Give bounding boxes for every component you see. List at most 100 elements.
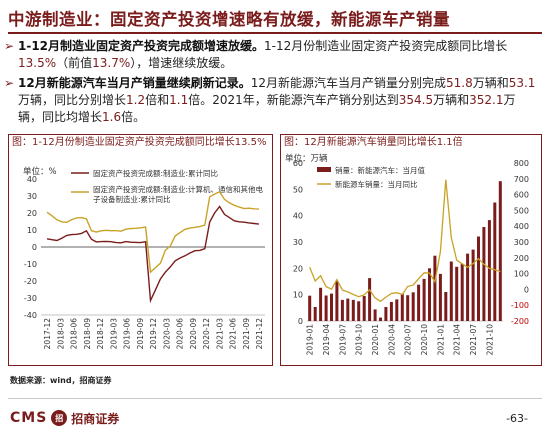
x-tick-label: 2020-04 (387, 324, 396, 356)
x-tick-label: 2019-12 (149, 318, 158, 350)
bar (493, 202, 497, 321)
chart-1-legend: 固定资产投资完成额:制造业:累计同比 固定资产投资完成额:制造业:计算机、通信和… (71, 168, 264, 204)
bar (433, 255, 437, 321)
chart-1-title: 图：1-12月份制造业固定资产投资完成额同比增长13.5% (12, 137, 267, 148)
x-tick-label: 2021-06 (229, 318, 238, 350)
x-tick-label: 2021-10 (485, 324, 494, 356)
bullet-2-text-d: 倍和 (145, 93, 170, 107)
bar (417, 284, 421, 321)
bullet-2-text-e: 倍。2021年，新能源汽车产销分别达到 (188, 93, 399, 107)
bar (395, 299, 399, 321)
bullet-2-value-a: 51.8 (445, 76, 473, 90)
bullet-2-text-a: 12月新能源汽车当月产销量分别完成 (250, 76, 446, 90)
bullet-2-text-c: 万辆，同比分别增长 (18, 93, 127, 107)
x-tick-label: 2020-09 (189, 318, 198, 350)
y-tick-label: -10 (24, 260, 37, 269)
bullet-2-value-e: 354.5 (398, 93, 434, 107)
x-tick-label: 2019-09 (136, 318, 145, 350)
bar (460, 263, 464, 321)
legend-label-series-2: 固定资产投资完成额:制造业:计算机、通信和其他电子设备制造业:累计同比 (93, 185, 264, 204)
chart-panel-nev-sales: 图：12月新能源汽车销量同比增长1.1倍 单位：万辆 销量：新能源汽车：当月值 … (280, 134, 542, 366)
legend-label-series-1: 固定资产投资完成额:制造业:累计同比 (93, 168, 219, 178)
bar (373, 309, 377, 321)
x-tick-label: 2021-04 (453, 324, 462, 356)
x-tick-label: 2020-01 (371, 324, 380, 356)
bar (335, 281, 339, 321)
y-right-tick-label: -200 (511, 317, 529, 326)
y-tick-label: 0 (32, 243, 37, 252)
chart-2-ylabel: 单位：万辆 (285, 153, 328, 164)
bar (379, 317, 382, 321)
bar (313, 307, 317, 321)
bar (368, 278, 372, 321)
y-tick-label: -40 (24, 311, 37, 320)
bar (389, 302, 393, 321)
bullet-2-value-c: 1.2 (126, 93, 146, 107)
bullet-2-text-f: 万辆和 (433, 93, 470, 107)
x-tick-label: 2020-07 (404, 324, 413, 356)
y-tick-label: 40 (27, 175, 37, 184)
x-tick-label: 2019-10 (355, 324, 364, 356)
bar (340, 299, 344, 321)
y-right-tick-label: 800 (514, 159, 529, 168)
legend-label-bars: 销量：新能源汽车：当月值 (335, 165, 425, 175)
bar (319, 287, 323, 321)
bullet-1-headline: 1-12月制造业固定资产投资完成额增速放缓。 (18, 39, 265, 53)
data-source-note: 数据来源：wind，招商证券 (10, 376, 112, 385)
y-right-tick-label: 100 (514, 270, 529, 279)
bar (438, 273, 442, 321)
bar (482, 227, 486, 321)
page-number: -63- (506, 412, 528, 425)
bar (444, 292, 448, 321)
bar (428, 268, 431, 321)
y-right-tick-label: 500 (514, 206, 529, 215)
chart-1-svg: 单位：% 固定资产投资完成额:制造业:累计同比 固定资产投资完成额:制造业:计算… (23, 166, 265, 350)
bar (449, 261, 453, 321)
y-right-tick-label: 300 (514, 238, 529, 247)
x-tick-label: 2021-09 (242, 318, 251, 350)
check-bullet-icon: ➢ (4, 39, 15, 53)
y-right-tick-label: 600 (514, 191, 529, 200)
x-tick-label: 2021-07 (469, 324, 478, 356)
x-tick-label: 2019-04 (322, 324, 331, 356)
bar (422, 278, 426, 321)
bullet-point-2: ➢ 12月新能源汽车当月产销量继续刷新记录。12月新能源汽车当月产销量分别完成5… (4, 75, 536, 126)
x-tick-label: 2018-03 (56, 318, 65, 350)
bullet-2-headline: 12月新能源汽车当月产销量继续刷新记录。 (18, 76, 251, 90)
chart-1-ylabel: 单位：% (23, 166, 57, 177)
yoy-line (309, 179, 501, 303)
x-tick-label: 2019-07 (338, 324, 347, 356)
bullet-2-value-g: 1.6 (102, 110, 122, 124)
logo-seal-icon: 招 (51, 410, 68, 426)
company-logo: CMS 招 招商证券 (10, 408, 119, 428)
y-left-tick-label: 20 (293, 264, 303, 273)
y-tick-label: 30 (27, 192, 37, 201)
bar (324, 295, 328, 321)
bullet-2-text-b: 万辆和 (472, 76, 509, 90)
x-tick-label: 2018-06 (70, 318, 79, 350)
bar (466, 253, 470, 321)
x-tick-label: 2021-01 (436, 324, 445, 356)
chart-2-legend: 销量：新能源汽车：当月值 新能源车销量：当月同比 (317, 165, 425, 189)
bullet-1-text-b: （前值 (56, 56, 93, 70)
y-tick-label: 10 (27, 226, 37, 235)
x-tick-label: 2019-01 (306, 324, 315, 356)
chart-2-svg: 单位：万辆 销量：新能源汽车：当月值 新能源车销量：当月同比 60 50 40 30 2… (285, 153, 529, 356)
series-line-2 (46, 190, 260, 274)
bar (384, 307, 388, 321)
bar (362, 296, 366, 321)
bar (498, 181, 502, 321)
bar (455, 266, 459, 321)
bullet-2-text-g: 万辆，同比均增长 (18, 93, 516, 124)
x-tick-label: 2019-03 (109, 318, 118, 350)
x-tick-label: 2018-12 (96, 318, 105, 350)
x-tick-label: 2018-09 (83, 318, 92, 350)
legend-label-series-2-wrap: 固定资产投资完成额:制造业:计算机、通信和其他电子设备制造业:累计同比 (93, 185, 264, 204)
x-tick-label: 2020-06 (176, 318, 185, 350)
bullet-2-text-h: 倍。 (121, 110, 146, 124)
x-tick-label: 2021-03 (215, 318, 224, 350)
bullet-point-1: ➢ 1-12月制造业固定资产投资完成额增速放缓。1-12月份制造业固定资产投资完… (4, 38, 536, 72)
y-right-tick-label: -100 (511, 301, 529, 310)
bullet-2-value-d: 1.1 (169, 93, 189, 107)
y-left-tick-label: 40 (293, 212, 303, 221)
